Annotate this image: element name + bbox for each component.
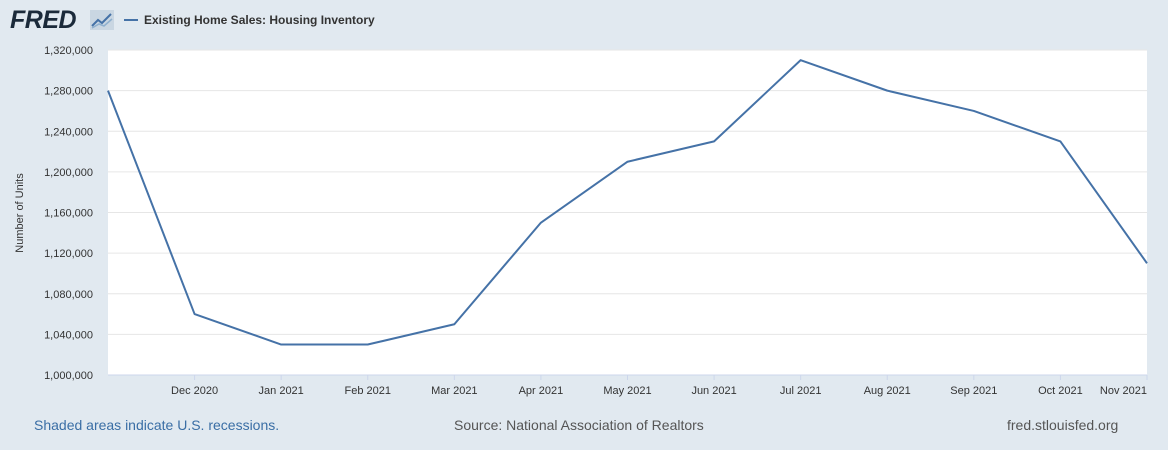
x-tick-label: Jul 2021 [780,385,822,397]
x-tick-label: Aug 2021 [864,385,911,397]
x-tick-label: Feb 2021 [345,385,391,397]
y-tick-label: 1,200,000 [44,167,93,179]
data-point[interactable] [626,160,630,164]
y-axis-title: Number of Units [14,173,26,253]
data-point[interactable] [972,109,976,113]
data-point[interactable] [1145,261,1149,265]
x-tick-label: Apr 2021 [519,385,564,397]
data-point[interactable] [366,343,370,347]
recession-note-link[interactable]: Shaded areas indicate U.S. recessions. [34,417,280,433]
line-chart: 1,000,000 1,040,000 1,080,000 1,120,000 1,16… [14,45,1149,397]
x-tick-label: Dec 2020 [171,385,218,397]
y-tick-label: 1,120,000 [44,248,93,260]
y-tick-label: 1,000,000 [44,370,93,382]
x-tick-label: Jan 2021 [259,385,304,397]
gridlines [108,49,1147,376]
data-point[interactable] [106,89,110,93]
source-note: Source: National Association of Realtors [454,417,704,433]
trend-line-icon [90,10,114,30]
data-point[interactable] [279,343,283,347]
legend-label: Existing Home Sales: Housing Inventory [144,13,375,27]
chart-header: FRED Existing Home Sales: Housing Invent… [0,0,1168,40]
data-point[interactable] [712,139,716,143]
y-tick-label: 1,280,000 [44,86,93,98]
legend-swatch [124,19,138,21]
fred-url-link[interactable]: fred.stlouisfed.org [1007,417,1119,433]
y-tick-label: 1,040,000 [44,329,93,341]
x-tick-label: Nov 2021 [1100,385,1147,397]
data-point[interactable] [799,58,803,62]
data-point[interactable] [1058,139,1062,143]
x-tick-label: Mar 2021 [431,385,477,397]
x-tick-label: Sep 2021 [950,385,997,397]
y-tick-label: 1,320,000 [44,45,93,57]
y-axis-ticks: 1,000,000 1,040,000 1,080,000 1,120,000 1,16… [44,45,93,382]
x-tick-label: May 2021 [603,385,651,397]
data-point[interactable] [539,221,543,225]
x-axis-ticks: Dec 2020 Jan 2021 Feb 2021 Mar 2021 Apr 2021… [108,374,1148,397]
series-group [106,58,1149,347]
x-tick-label: Jun 2021 [691,385,736,397]
y-tick-label: 1,160,000 [44,208,93,220]
data-point[interactable] [885,89,889,93]
series-line [107,59,1148,346]
x-tick-label: Oct 2021 [1038,385,1083,397]
data-point[interactable] [452,322,456,326]
y-tick-label: 1,240,000 [44,126,93,138]
y-tick-label: 1,080,000 [44,289,93,301]
data-point[interactable] [193,312,197,316]
fred-logo[interactable]: FRED [10,6,77,34]
